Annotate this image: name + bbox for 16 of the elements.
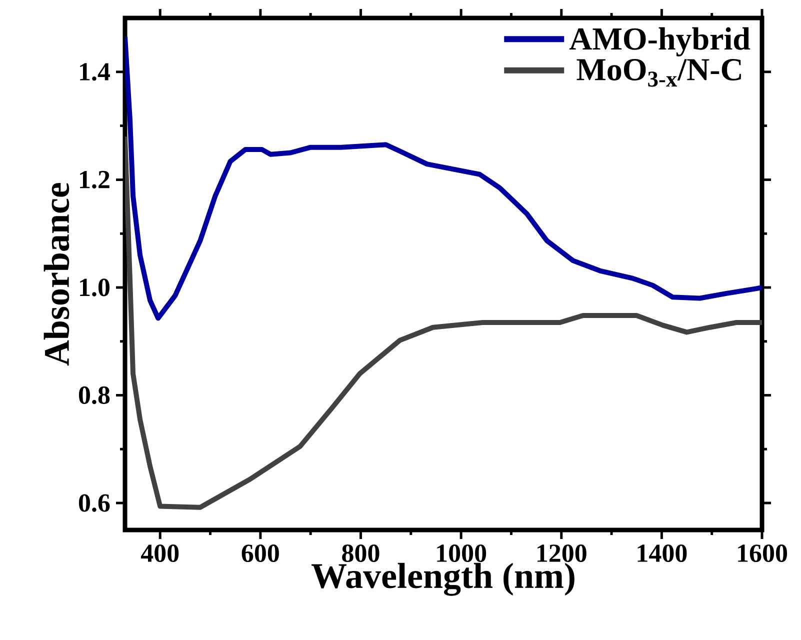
x-tick-label: 1000 bbox=[437, 544, 486, 562]
y-tick-label: 1.4 bbox=[80, 63, 110, 81]
x-tick-label: 1200 bbox=[537, 544, 586, 562]
x-tick-label: 400 bbox=[140, 544, 179, 562]
y-tick-label: 1.0 bbox=[80, 278, 110, 296]
legend-label: MoO$_{3-x}$/N-C bbox=[576, 58, 741, 87]
x-tick-label: 1400 bbox=[638, 544, 687, 562]
x-tick-label: 600 bbox=[242, 544, 279, 562]
y-axis-title: Absorbance bbox=[44, 182, 70, 366]
legend-label: AMO-hybrid bbox=[569, 27, 750, 56]
x-tick-label: 800 bbox=[342, 544, 380, 562]
y-tick-label: 0.6 bbox=[78, 494, 110, 512]
x-tick-label: 1600 bbox=[738, 544, 788, 562]
y-tick-label: 0.8 bbox=[78, 386, 110, 404]
x-axis-title: Wavelength (nm) bbox=[312, 562, 574, 596]
y-tick-label: 1.2 bbox=[80, 170, 110, 188]
